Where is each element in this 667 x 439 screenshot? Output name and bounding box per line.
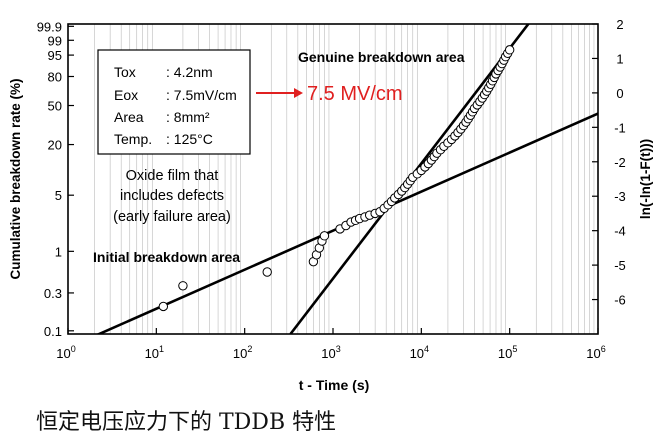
right-tick-label: -3 [614,189,626,204]
data-point [158,301,169,312]
x-tick-label: 106 [586,344,605,361]
fit-line-early [95,112,598,334]
legend-value-tox: : 4.2nm [166,64,213,80]
left-tick-label: 1 [55,244,62,259]
oxide-note-line3: (early failure area) [113,209,231,225]
right-axis-ticks: 2 1 0 -1 -2 -3 -4 -5 -6 [592,17,626,308]
genuine-area-label: Genuine breakdown area [298,49,465,65]
right-tick-label: 0 [616,86,623,101]
right-tick-label: -2 [614,155,626,170]
figure-caption: 恒定电压应力下的 TDDB 特性 [36,410,337,435]
data-point [178,281,188,291]
right-tick-label: -5 [614,258,626,273]
x-tick-label: 104 [410,344,429,361]
x-tick-label: 100 [56,344,75,361]
legend-value-eox: : 7.5mV/cm [166,87,237,103]
data-point [319,231,330,241]
legend-key-area: Area [114,109,144,125]
left-tick-label: 5 [55,188,62,203]
legend-value-temp: : 125°C [166,131,213,147]
data-point [504,45,515,55]
x-tick-label: 102 [233,344,252,361]
legend-key-tox: Tox [114,64,136,80]
red-arrow-head [294,88,303,98]
left-tick-label: 0.1 [44,324,62,339]
right-tick-label: -6 [614,293,626,308]
data-points [158,45,515,312]
red-field-label: 7.5 MV/cm [307,83,403,105]
right-tick-label: 1 [616,51,623,66]
legend-key-eox: Eox [114,87,138,103]
oxide-note-line2: includes defects [120,188,224,204]
left-tick-label: 95 [48,48,62,63]
x-tick-label: 103 [321,344,340,361]
left-tick-label: 80 [48,69,62,84]
x-tick-label: 105 [498,344,517,361]
right-axis-title: ln(-ln(1-F(t))) [638,139,653,219]
left-tick-label: 99.9 [37,19,62,34]
left-tick-label: 99 [48,33,62,48]
legend-box [97,49,251,155]
legend-rows: Tox : 4.2nm Eox : 7.5mV/cm Area : 8mm² T… [114,64,237,147]
oxide-note-line1: Oxide film that [126,168,219,184]
x-axis-ticks: 100 101 102 103 104 105 106 [56,328,606,361]
left-axis-title: Cumulative breakdown rate (%) [8,78,23,279]
x-axis-title: t - Time (s) [299,377,370,393]
left-tick-label: 50 [48,99,62,114]
oxide-note: Oxide film that includes defects (early … [113,168,231,225]
legend-key-temp: Temp. [114,131,152,147]
breakdown-chart: 100 101 102 103 104 105 106 99.99995805020510.… [8,17,653,393]
data-point [262,267,272,277]
initial-area-label: Initial breakdown area [93,249,240,265]
right-tick-label: 2 [616,17,623,32]
right-tick-label: -4 [614,224,626,239]
x-tick-label: 101 [145,344,164,361]
left-tick-label: 0.3 [44,286,62,301]
legend-value-area: : 8mm² [166,109,210,125]
left-tick-label: 20 [48,138,62,153]
right-tick-label: -1 [614,120,626,135]
